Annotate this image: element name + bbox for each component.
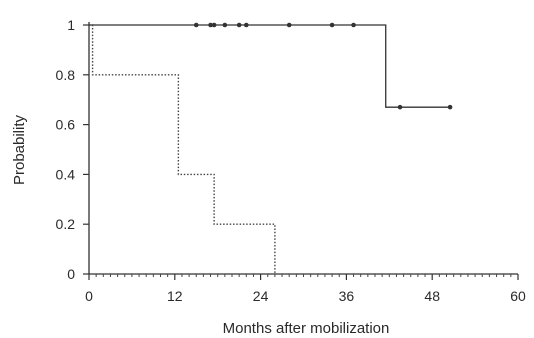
x-axis-title: Months after mobilization — [223, 320, 390, 337]
series-2-step-line — [89, 24, 276, 274]
censored-mark — [236, 22, 242, 28]
series-1-step-line — [89, 24, 451, 108]
censored-mark — [397, 104, 403, 110]
y-tick-labels: 0 0.2 0.4 0.6 0.8 1 — [56, 17, 76, 282]
series-layer — [89, 22, 453, 274]
axes — [83, 22, 519, 280]
x-tick-label: 0 — [85, 288, 93, 304]
plot-area: 0 12 24 36 48 60 0 0.2 0.4 0.6 0.8 1 — [56, 17, 526, 304]
censored-mark — [222, 22, 228, 28]
x-tick-label: 12 — [167, 288, 183, 304]
censored-mark — [211, 22, 217, 28]
x-tick-labels: 0 12 24 36 48 60 — [85, 288, 526, 304]
censored-mark — [351, 22, 356, 28]
x-tick-label: 36 — [339, 288, 355, 304]
y-tick-label: 0 — [67, 266, 75, 282]
censored-mark — [447, 104, 453, 110]
x-tick-label: 24 — [253, 288, 269, 304]
y-tick-label: 0.6 — [56, 117, 76, 133]
censored-mark — [286, 22, 292, 28]
censored-mark — [329, 22, 335, 28]
censored-mark — [244, 22, 249, 28]
y-tick-label: 0.8 — [56, 67, 76, 83]
x-tick-label: 48 — [424, 288, 440, 304]
y-tick-label: 0.2 — [56, 216, 76, 232]
y-tick-label: 0.4 — [56, 166, 76, 182]
x-tick-label: 60 — [510, 288, 526, 304]
y-axis-title: Probability — [11, 114, 28, 185]
censored-mark — [208, 22, 213, 28]
y-tick-label: 1 — [67, 17, 75, 33]
censored-mark — [193, 22, 199, 28]
